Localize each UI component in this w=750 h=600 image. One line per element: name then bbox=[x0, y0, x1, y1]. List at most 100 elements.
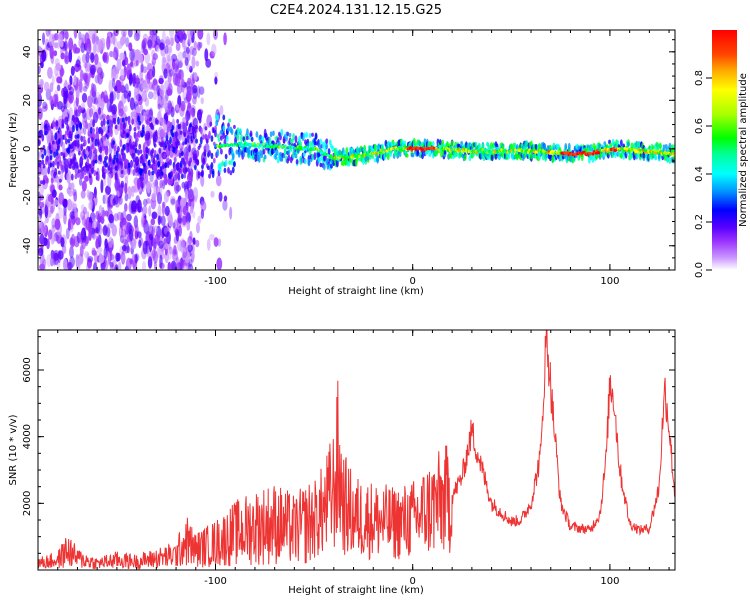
heatmap-noise-blob bbox=[51, 75, 55, 86]
heatmap-band-cell bbox=[145, 153, 149, 160]
heatmap-band-cell bbox=[146, 117, 150, 125]
heatmap-band-cell bbox=[169, 136, 172, 145]
heatmap-band-cell bbox=[276, 156, 280, 164]
heatmap-band-cell bbox=[140, 132, 144, 138]
heatmap-band-cell bbox=[250, 136, 254, 142]
heatmap-band-cell bbox=[96, 140, 100, 147]
heatmap-noise-blob bbox=[197, 215, 202, 225]
heatmap-noise-blob bbox=[41, 200, 45, 215]
heatmap-noise-blob bbox=[184, 57, 189, 67]
heatmap-band-cell bbox=[196, 158, 200, 166]
heatmap-band-cell bbox=[47, 166, 51, 175]
heatmap-noise-blob bbox=[85, 42, 92, 55]
heatmap-noise-blob bbox=[38, 201, 45, 208]
heatmap-band-cell bbox=[70, 173, 74, 181]
heatmap-noise-blob bbox=[206, 32, 211, 46]
heatmap-ridge-cell bbox=[237, 141, 241, 145]
heatmap-noise-blob bbox=[116, 40, 123, 50]
heatmap-band-cell bbox=[319, 138, 323, 145]
heatmap-noise-blob bbox=[187, 30, 194, 39]
heatmap-band-cell bbox=[292, 133, 295, 141]
heatmap-noise-blob bbox=[63, 86, 68, 98]
heatmap-band-cell bbox=[614, 151, 617, 159]
heatmap-noise-blob bbox=[178, 258, 185, 270]
heatmap-band-cell bbox=[96, 173, 100, 182]
heatmap-band-cell bbox=[127, 118, 131, 126]
heatmap-band-cell bbox=[242, 151, 246, 158]
heatmap-noise-blob bbox=[108, 79, 114, 94]
heatmap-band-cell bbox=[295, 159, 299, 165]
heatmap-band-cell bbox=[206, 165, 210, 170]
heatmap-band-cell bbox=[186, 167, 190, 173]
heatmap-band-cell bbox=[272, 130, 275, 137]
snr-y-ticks: 2000 4000 6000 bbox=[22, 336, 675, 554]
heatmap-noise-blob bbox=[131, 254, 137, 268]
heatmap-band-cell bbox=[619, 139, 623, 147]
heatmap-ridge-cell bbox=[251, 142, 255, 146]
heatmap-noise-blob bbox=[101, 113, 107, 120]
heatmap-band-cell bbox=[51, 140, 55, 145]
heatmap-noise-blob bbox=[53, 50, 58, 57]
heatmap-band-cell bbox=[184, 167, 188, 172]
heatmap-band-cell bbox=[564, 142, 568, 150]
heatmap-noise-blob bbox=[195, 222, 200, 234]
snr-series-line bbox=[38, 330, 675, 570]
heatmap-noise-blob bbox=[94, 251, 98, 265]
heatmap-band-cell bbox=[42, 179, 46, 186]
heatmap-ridge-cell bbox=[446, 146, 449, 150]
heatmap-band-cell bbox=[137, 125, 140, 131]
heatmap-noise-blob bbox=[102, 54, 106, 61]
heatmap-noise-blob bbox=[97, 38, 102, 53]
heatmap-noise-blob bbox=[109, 261, 114, 268]
heatmap-band-cell bbox=[327, 148, 331, 156]
heatmap-band-cell bbox=[654, 154, 658, 161]
heatmap-noise-blob bbox=[151, 249, 156, 262]
heatmap-noise-blob bbox=[141, 66, 148, 74]
heatmap-noise-blob bbox=[78, 37, 85, 49]
heatmap-noise-blob bbox=[152, 65, 156, 78]
heatmap-noise-blob bbox=[153, 250, 158, 264]
heatmap-noise-blob bbox=[162, 56, 167, 64]
heatmap-noise-blob bbox=[80, 42, 86, 54]
heatmap-noise-blob bbox=[160, 215, 166, 227]
heatmap-band-cell bbox=[140, 168, 144, 173]
heatmap-noise-blob bbox=[66, 198, 73, 211]
heatmap-band-cell bbox=[203, 145, 207, 151]
heatmap-noise-blob bbox=[164, 250, 169, 264]
heatmap-noise-blob bbox=[69, 210, 76, 220]
heatmap-band-cell bbox=[179, 169, 183, 175]
heatmap-band-cell bbox=[240, 134, 243, 142]
heatmap-band-cell bbox=[199, 127, 203, 135]
heatmap-band-cell bbox=[114, 172, 118, 181]
heatmap-band-cell bbox=[41, 153, 45, 160]
heatmap-noise-blob bbox=[187, 244, 193, 252]
heatmap-noise-blob bbox=[105, 185, 111, 196]
heatmap-band-cell bbox=[152, 163, 156, 169]
heatmap-noise-blob bbox=[46, 254, 52, 268]
heatmap-band-cell bbox=[162, 141, 165, 148]
heatmap-noise-blob bbox=[167, 100, 172, 110]
heatmap-noise-blob bbox=[73, 74, 77, 86]
heatmap-noise-blob bbox=[92, 194, 98, 207]
heatmap-noise-blob bbox=[133, 32, 140, 42]
spectrogram-frame bbox=[37, 29, 676, 271]
heatmap-band-cell bbox=[167, 143, 171, 152]
heatmap-noise-blob bbox=[62, 258, 68, 270]
heatmap-band-cell bbox=[236, 135, 240, 141]
heatmap-band-cell bbox=[189, 123, 193, 128]
heatmap-noise-blob bbox=[127, 30, 133, 38]
heatmap-band-cell bbox=[179, 160, 183, 169]
heatmap-band-cell bbox=[305, 131, 309, 138]
heatmap-noise-blob bbox=[129, 97, 135, 111]
heatmap-noise-blob bbox=[63, 211, 67, 225]
heatmap-noise-blob bbox=[89, 64, 96, 75]
heatmap-band-cell bbox=[220, 135, 223, 141]
heatmap-noise-blob bbox=[166, 109, 171, 116]
heatmap-noise-blob bbox=[191, 107, 196, 118]
heatmap-ridge-cell bbox=[303, 148, 306, 152]
heatmap-band-cell bbox=[185, 151, 189, 157]
heatmap-band-cell bbox=[376, 155, 380, 164]
snr-x-tick-label: 100 bbox=[600, 576, 619, 587]
heatmap-band-cell bbox=[87, 137, 91, 144]
heatmap-band-cell bbox=[112, 140, 116, 145]
